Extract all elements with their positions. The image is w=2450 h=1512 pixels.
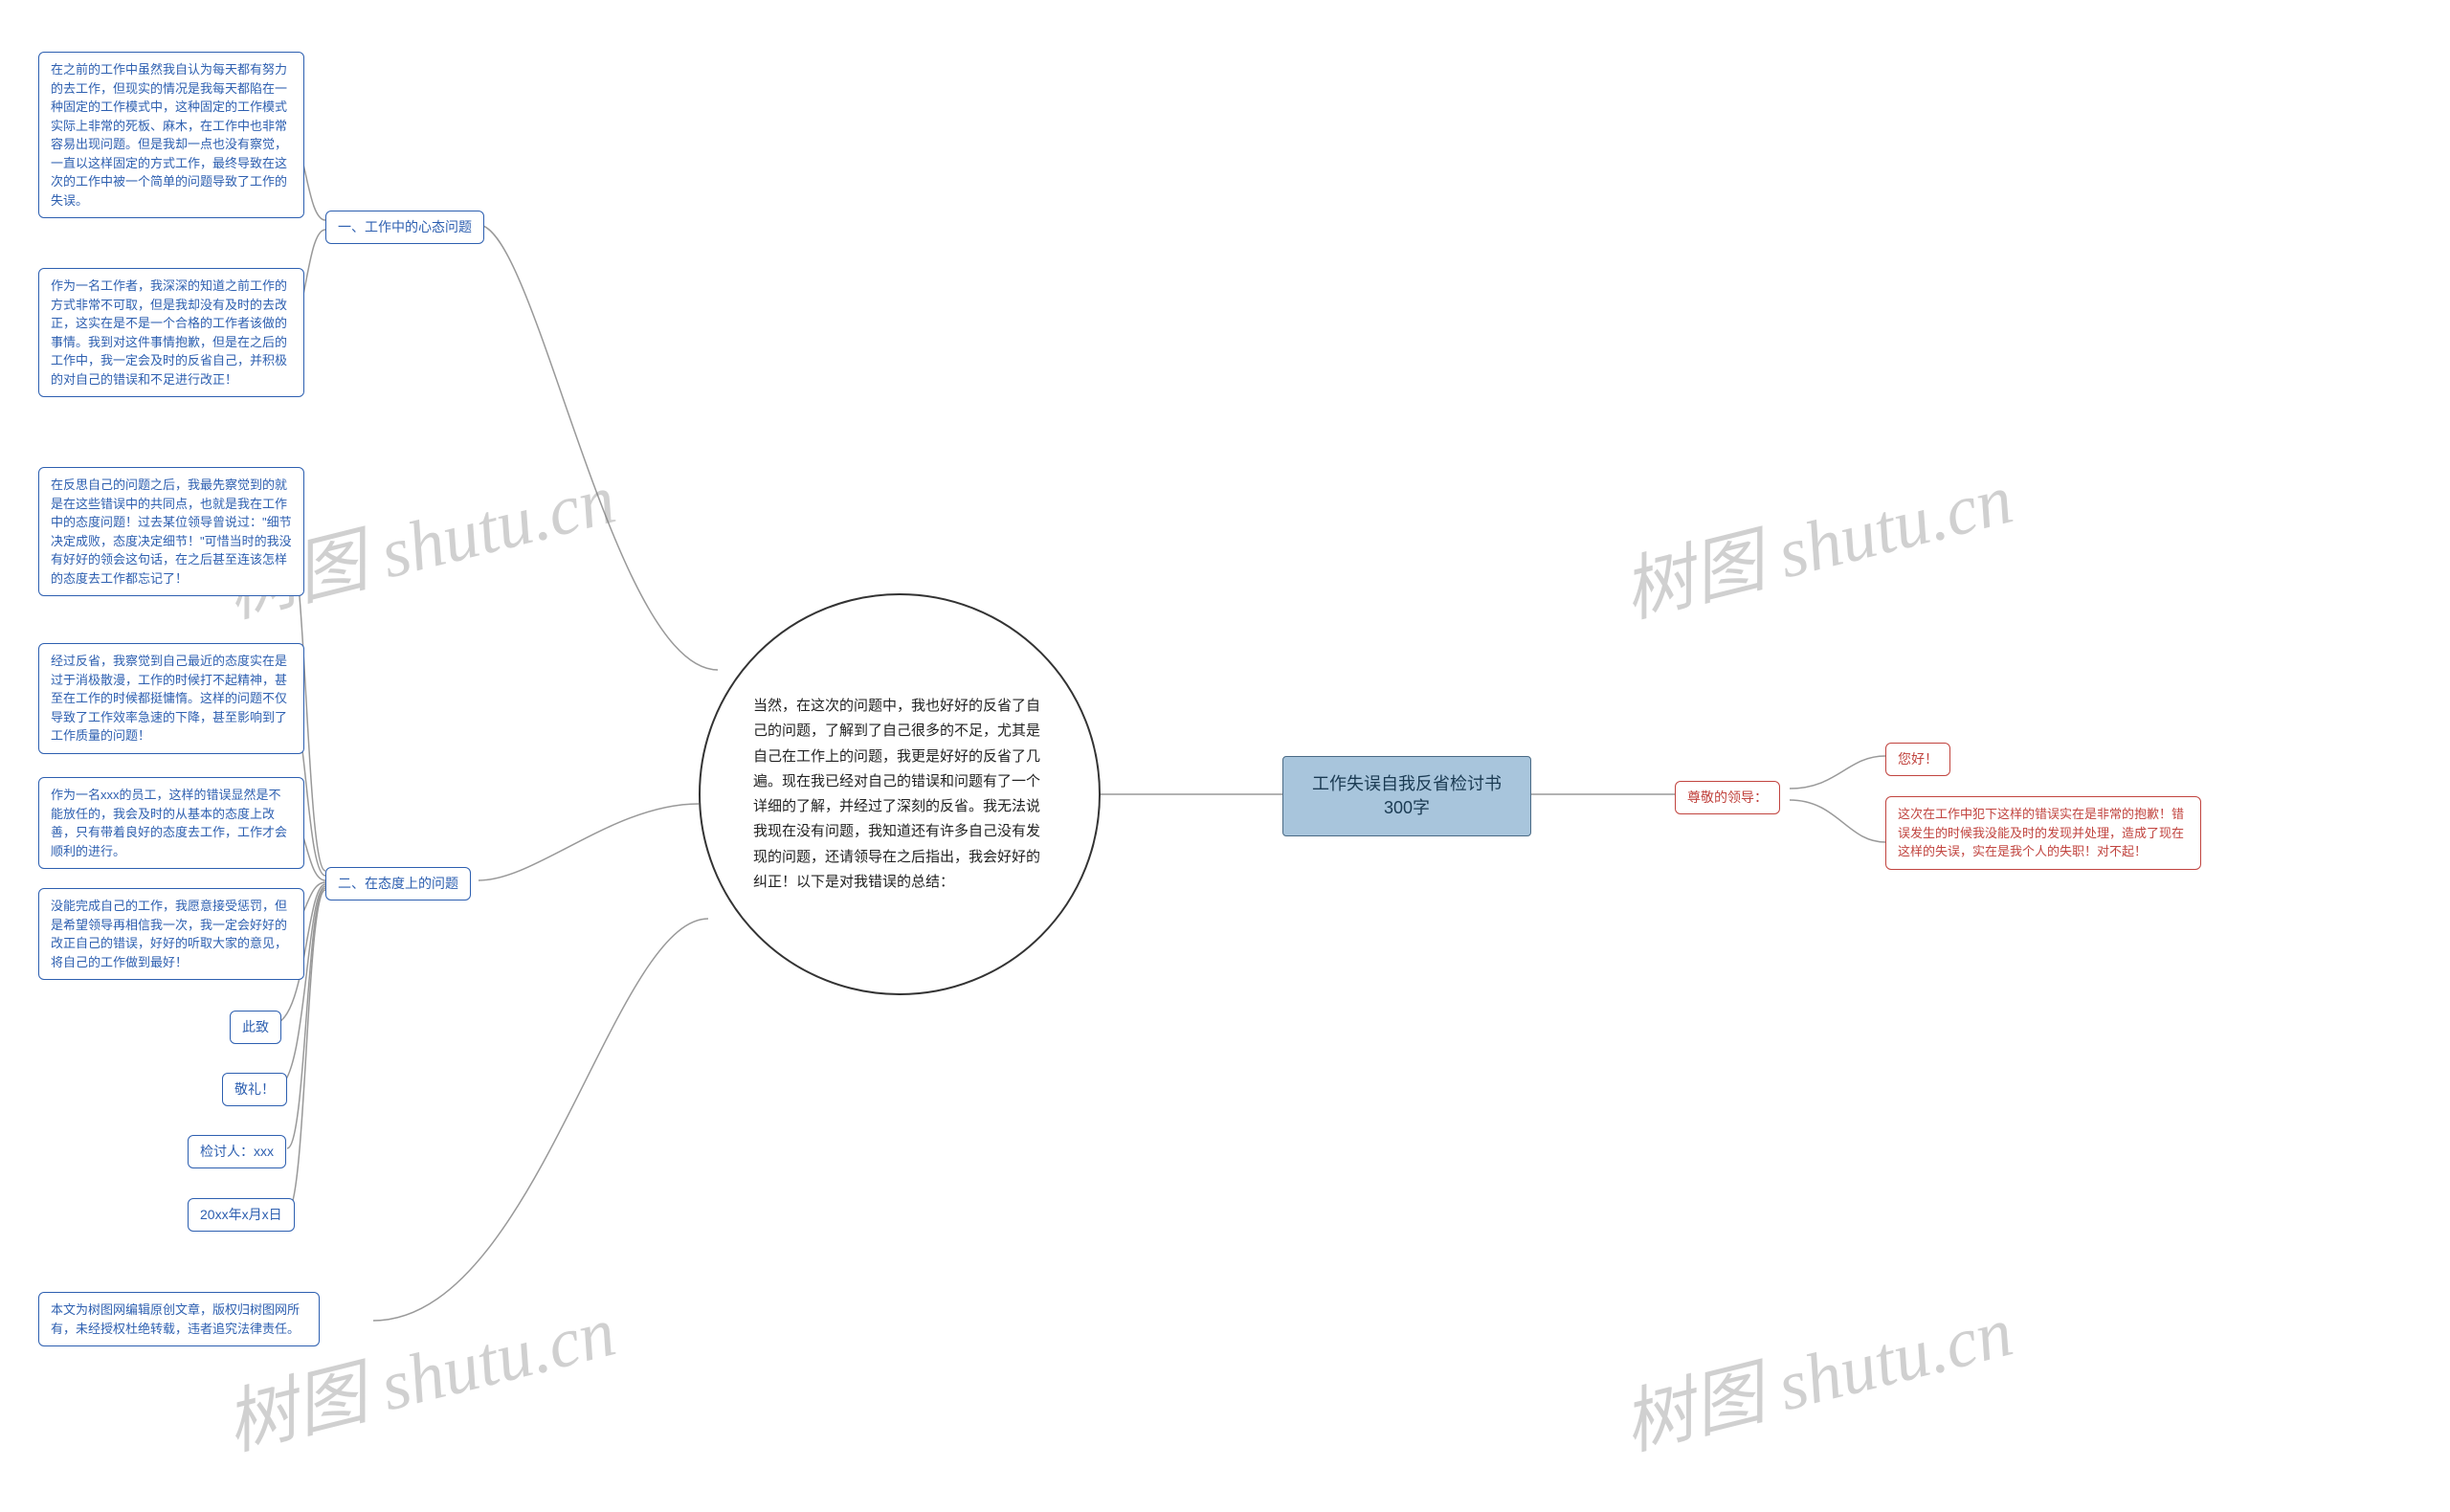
footer-note[interactable]: 本文为树图网编辑原创文章，版权归树图网所有，未经授权杜绝转载，违者追究法律责任。: [38, 1292, 320, 1346]
section-1-child-1-text: 作为一名工作者，我深深的知道之前工作的方式非常不可取，但是我却没有及时的去改正，…: [51, 278, 287, 387]
section-1-child-0[interactable]: 在之前的工作中虽然我自认为每天都有努力的去工作，但现实的情况是我每天都陷在一种固…: [38, 52, 304, 218]
section-2-child-1[interactable]: 经过反省，我察觉到自己最近的态度实在是过于消极散漫，工作的时候打不起精神，甚至在…: [38, 643, 304, 754]
section-2-child-4[interactable]: 此致: [230, 1011, 281, 1044]
central-summary[interactable]: 当然，在这次的问题中，我也好好的反省了自己的问题，了解到了自己很多的不足，尤其是…: [699, 593, 1101, 995]
section-2-child-4-text: 此致: [242, 1019, 269, 1034]
footer-note-text: 本文为树图网编辑原创文章，版权归树图网所有，未经授权杜绝转载，违者追究法律责任。: [51, 1302, 300, 1336]
section-2-child-3-text: 没能完成自己的工作，我愿意接受惩罚，但是希望领导再相信我一次，我一定会好好的改正…: [51, 899, 287, 969]
leaf-hello[interactable]: 您好！: [1885, 743, 1950, 776]
section-2-child-2-text: 作为一名xxx的员工，这样的错误显然是不能放任的，我会及时的从基本的态度上改善，…: [51, 788, 287, 858]
watermark: 树图 shutu.cn: [1611, 441, 2021, 636]
section-1-label-text: 一、工作中的心态问题: [338, 219, 472, 234]
section-2-label-text: 二、在态度上的问题: [338, 876, 458, 891]
mindmap-root-title-text: 工作失误自我反省检讨书300字: [1312, 774, 1502, 817]
section-2-child-6[interactable]: 检讨人：xxx: [188, 1135, 286, 1168]
section-2-child-6-text: 检讨人：xxx: [200, 1144, 274, 1159]
branch-greeting-text: 尊敬的领导：: [1687, 789, 1768, 805]
section-2-child-7[interactable]: 20xx年x月x日: [188, 1198, 295, 1232]
section-2-child-7-text: 20xx年x月x日: [200, 1207, 282, 1222]
branch-greeting[interactable]: 尊敬的领导：: [1675, 781, 1780, 814]
section-1-child-0-text: 在之前的工作中虽然我自认为每天都有努力的去工作，但现实的情况是我每天都陷在一种固…: [51, 62, 287, 208]
section-2-child-0[interactable]: 在反思自己的问题之后，我最先察觉到的就是在这些错误中的共同点，也就是我在工作中的…: [38, 467, 304, 596]
section-2-child-2[interactable]: 作为一名xxx的员工，这样的错误显然是不能放任的，我会及时的从基本的态度上改善，…: [38, 777, 304, 869]
mindmap-root-title[interactable]: 工作失误自我反省检讨书300字: [1282, 756, 1531, 836]
section-1-label[interactable]: 一、工作中的心态问题: [325, 211, 484, 244]
section-2-child-5[interactable]: 敬礼！: [222, 1073, 287, 1106]
section-2-label[interactable]: 二、在态度上的问题: [325, 867, 471, 901]
leaf-apology[interactable]: 这次在工作中犯下这样的错误实在是非常的抱歉！错误发生的时候我没能及时的发现并处理…: [1885, 796, 2201, 870]
section-2-child-1-text: 经过反省，我察觉到自己最近的态度实在是过于消极散漫，工作的时候打不起精神，甚至在…: [51, 654, 287, 743]
section-2-child-3[interactable]: 没能完成自己的工作，我愿意接受惩罚，但是希望领导再相信我一次，我一定会好好的改正…: [38, 888, 304, 980]
section-2-child-5-text: 敬礼！: [234, 1081, 275, 1097]
section-2-child-0-text: 在反思自己的问题之后，我最先察觉到的就是在这些错误中的共同点，也就是我在工作中的…: [51, 478, 292, 586]
leaf-hello-text: 您好！: [1898, 751, 1938, 767]
watermark: 树图 shutu.cn: [1611, 1274, 2021, 1469]
leaf-apology-text: 这次在工作中犯下这样的错误实在是非常的抱歉！错误发生的时候我没能及时的发现并处理…: [1898, 807, 2184, 858]
central-summary-text: 当然，在这次的问题中，我也好好的反省了自己的问题，了解到了自己很多的不足，尤其是…: [753, 694, 1046, 895]
section-1-child-1[interactable]: 作为一名工作者，我深深的知道之前工作的方式非常不可取，但是我却没有及时的去改正，…: [38, 268, 304, 397]
